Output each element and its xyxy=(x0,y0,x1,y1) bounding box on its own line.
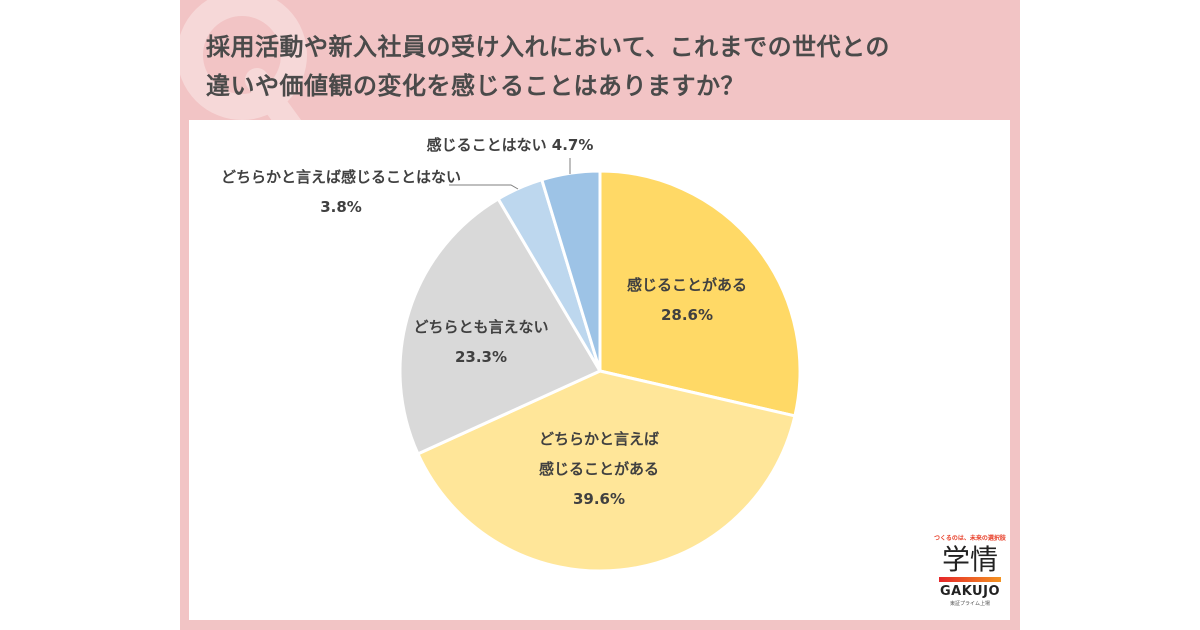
logo-gradient-bar xyxy=(939,577,1001,582)
leader-line-s4 xyxy=(449,184,519,190)
chart-area: 感じることがある 28.6% どちらかと言えば 感じることがある 39.6% ど… xyxy=(189,120,1010,620)
question-title: 採用活動や新入社員の受け入れにおいて、これまでの世代との 違いや価値観の変化を感… xyxy=(206,28,1006,106)
label-not-feel: 感じることはない 4.7% xyxy=(426,136,594,154)
label-neither: どちらとも言えない 23.3% xyxy=(413,318,549,366)
logo-tagline: つくるのは、未来の選択肢 xyxy=(934,535,1006,542)
label-feel: 感じることがある 28.6% xyxy=(627,276,748,324)
slice-somewhat-feel xyxy=(416,369,797,573)
logo-kanji: 学情 xyxy=(941,543,998,576)
question-panel: 採用活動や新入社員の受け入れにおいて、これまでの世代との 違いや価値観の変化を感… xyxy=(180,0,1020,630)
label-somewhat-not-feel: どちらかと言えば感じることはない 3.8% xyxy=(221,168,462,216)
slice-not-feel xyxy=(540,169,602,373)
logo-name: GAKUJO xyxy=(939,584,1001,599)
label-somewhat-feel: どちらかと言えば 感じることがある 39.6% xyxy=(538,430,659,508)
pie-chart xyxy=(398,158,802,573)
slice-feel xyxy=(598,169,802,418)
title-line-1: 採用活動や新入社員の受け入れにおいて、これまでの世代との xyxy=(206,33,890,61)
title-line-2: 違いや価値観の変化を感じることはありますか？ xyxy=(206,72,745,100)
slice-neither xyxy=(398,197,602,456)
gakujo-logo: つくるのは、未来の選択肢 学情 GAKUJO 東証プライム上場 xyxy=(930,533,1010,617)
logo-sub: 東証プライム上場 xyxy=(950,601,990,607)
